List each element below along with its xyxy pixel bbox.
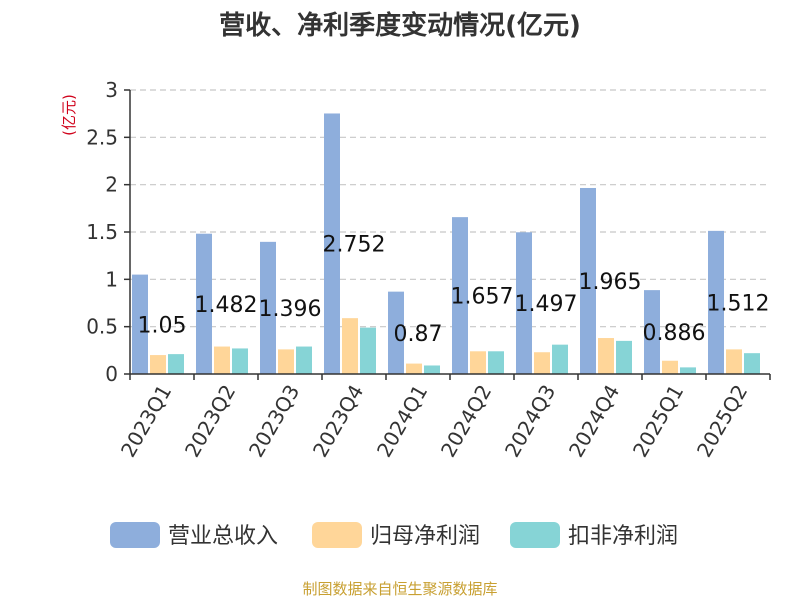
y-tick-label: 2 xyxy=(105,173,118,197)
bar-2-2024Q3 xyxy=(534,352,550,374)
x-tick-label: 2025Q2 xyxy=(692,381,752,462)
bar-1-2024Q1 xyxy=(388,291,404,374)
bar-1-2025Q1 xyxy=(644,290,660,374)
bar-2-2024Q4 xyxy=(598,338,614,374)
bar-2-2025Q2 xyxy=(726,349,742,374)
bar-2-2024Q2 xyxy=(470,351,486,374)
bar-1-2024Q2 xyxy=(452,217,468,374)
data-label: 1.396 xyxy=(259,297,322,322)
bar-2-2023Q1 xyxy=(150,355,166,374)
x-tick-label: 2025Q1 xyxy=(628,381,688,462)
x-tick-label: 2023Q4 xyxy=(308,381,368,462)
x-tick-label: 2023Q3 xyxy=(244,381,304,462)
data-label: 1.657 xyxy=(451,285,514,310)
legend-label-2: 归母净利润 xyxy=(370,524,480,549)
y-tick-label: 0 xyxy=(105,362,118,386)
bar-2-2023Q4 xyxy=(342,318,358,374)
x-tick-label: 2024Q3 xyxy=(500,381,560,462)
y-ticks: 0 0.5 1 1.5 2 2.5 3 xyxy=(86,78,130,386)
legend-label-3: 扣非净利润 xyxy=(568,524,678,549)
data-label: 1.965 xyxy=(579,270,642,295)
bar-1-2023Q3 xyxy=(260,241,276,374)
bar-2-2025Q1 xyxy=(662,360,678,374)
bar-3-2024Q4 xyxy=(616,340,632,374)
data-label: 1.05 xyxy=(138,313,187,338)
data-label: 0.87 xyxy=(394,322,443,347)
source-note: 制图数据来自恒生聚源数据库 xyxy=(302,580,497,598)
y-tick-label: 1 xyxy=(105,267,118,291)
bar-1-2024Q3 xyxy=(516,232,532,374)
bar-1-2025Q2 xyxy=(708,230,724,374)
bar-3-2023Q2 xyxy=(232,348,248,374)
y-tick-label: 0.5 xyxy=(86,315,118,339)
y-axis-label: (亿元) xyxy=(60,94,78,136)
data-label: 0.886 xyxy=(643,321,706,346)
x-tick-label: 2023Q1 xyxy=(116,381,176,462)
data-label: 1.497 xyxy=(515,292,578,317)
bar-3-2023Q1 xyxy=(168,354,184,374)
data-label: 1.482 xyxy=(195,293,258,318)
legend-label-1: 营业总收入 xyxy=(168,524,278,549)
x-tick-label: 2023Q2 xyxy=(180,381,240,462)
y-tick-label: 2.5 xyxy=(86,125,118,149)
bar-2-2023Q3 xyxy=(278,349,294,374)
bar-3-2024Q2 xyxy=(488,351,504,374)
data-label: 2.752 xyxy=(323,233,386,258)
bar-3-2023Q4 xyxy=(360,327,376,374)
x-tick-label: 2024Q4 xyxy=(564,381,624,462)
legend-swatch-1 xyxy=(110,522,160,548)
chart-title: 营收、净利季度变动情况(亿元) xyxy=(219,10,581,41)
legend: 营业总收入 归母净利润 扣非净利润 xyxy=(110,522,678,549)
bar-1-2024Q4 xyxy=(580,187,596,374)
data-label: 1.512 xyxy=(707,291,770,316)
bar-1-2023Q2 xyxy=(196,233,212,374)
bar-3-2024Q1 xyxy=(424,365,440,374)
bar-1-2023Q4 xyxy=(324,113,340,375)
legend-swatch-3 xyxy=(510,522,560,548)
bar-1-2023Q1 xyxy=(132,274,148,374)
y-tick-label: 3 xyxy=(105,78,118,102)
legend-swatch-2 xyxy=(312,522,362,548)
bar-3-2025Q2 xyxy=(744,353,760,374)
y-tick-label: 1.5 xyxy=(86,220,118,244)
bar-2-2023Q2 xyxy=(214,346,230,374)
x-ticks: 2023Q1 2023Q2 2023Q3 2023Q4 2024Q1 2024Q2 2024… xyxy=(116,374,771,462)
bars xyxy=(132,113,760,375)
x-tick-label: 2024Q1 xyxy=(372,381,432,462)
x-tick-label: 2024Q2 xyxy=(436,381,496,462)
bar-3-2023Q3 xyxy=(296,346,312,374)
bar-3-2025Q1 xyxy=(680,367,696,374)
grid xyxy=(130,89,770,328)
bar-3-2024Q3 xyxy=(552,344,568,374)
bar-2-2024Q1 xyxy=(406,363,422,374)
